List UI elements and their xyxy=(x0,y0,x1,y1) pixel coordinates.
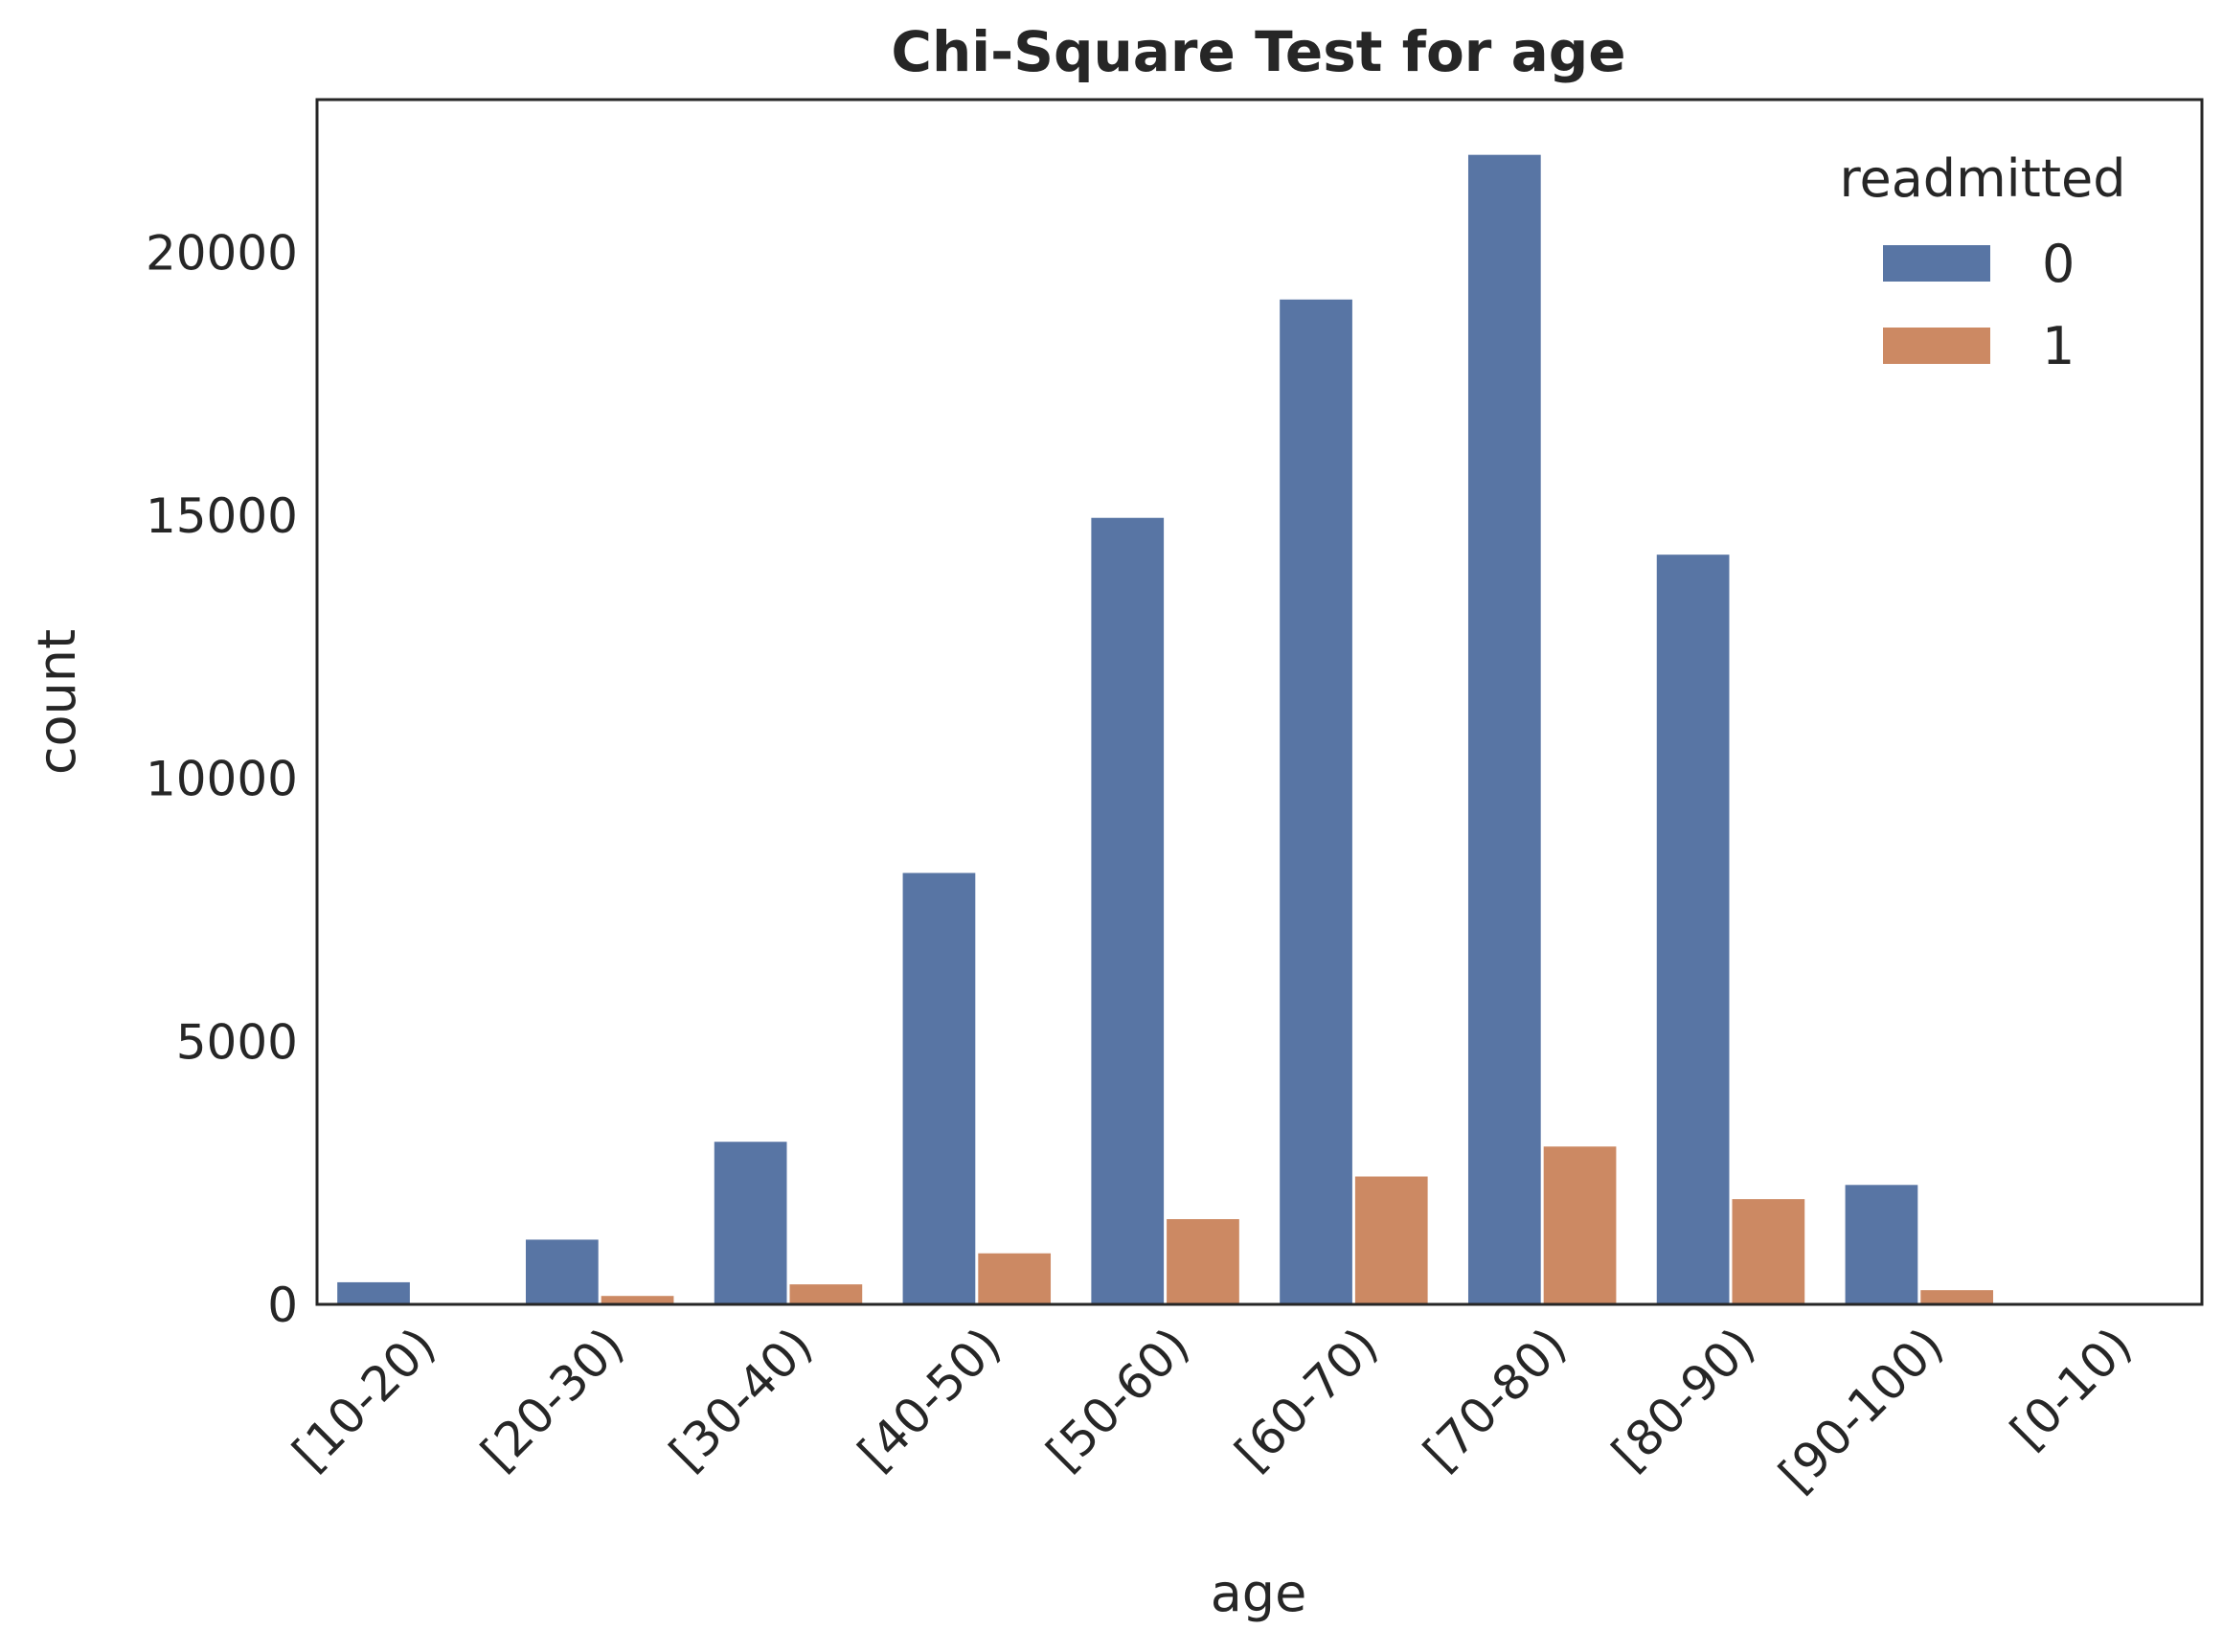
bar-series1-cat8 xyxy=(1920,1290,1994,1304)
legend-label-0: 0 xyxy=(2042,234,2075,294)
bar-series1-cat2 xyxy=(789,1284,863,1304)
legend-swatch-0 xyxy=(1883,245,1990,282)
plot-frame xyxy=(315,98,2204,1306)
y-ticks: 0 5000 10000 15000 20000 xyxy=(146,225,298,1333)
y-axis-label: count xyxy=(27,629,87,775)
legend-label-1: 1 xyxy=(2042,316,2075,376)
y-tick-label: 0 xyxy=(267,1278,298,1333)
bar-series1-cat1 xyxy=(601,1296,674,1304)
legend-title: readmitted xyxy=(1839,148,2125,209)
bars-layer xyxy=(337,154,1994,1305)
bar-series0-cat5 xyxy=(1280,299,1352,1304)
bar-series1-cat4 xyxy=(1167,1219,1239,1304)
x-axis-label: age xyxy=(1211,1563,1307,1623)
y-tick-label: 15000 xyxy=(146,488,298,544)
bar-series0-cat3 xyxy=(902,872,976,1304)
bar-series0-cat6 xyxy=(1467,154,1541,1305)
y-tick-label: 5000 xyxy=(176,1014,298,1070)
bar-series1-cat3 xyxy=(978,1253,1052,1304)
bar-series0-cat8 xyxy=(1845,1185,1918,1304)
bar-series1-cat7 xyxy=(1732,1199,1805,1304)
bar-series0-cat0 xyxy=(337,1281,410,1304)
legend: readmitted 0 1 xyxy=(1839,148,2125,376)
y-tick-label: 20000 xyxy=(146,225,298,281)
bar-series0-cat7 xyxy=(1656,554,1730,1304)
bar-series1-cat5 xyxy=(1354,1176,1428,1304)
bar-series0-cat1 xyxy=(525,1239,599,1304)
y-tick-label: 10000 xyxy=(146,752,298,807)
bar-series1-cat6 xyxy=(1543,1146,1617,1304)
legend-swatch-1 xyxy=(1883,328,1990,364)
bar-series0-cat2 xyxy=(714,1142,787,1304)
chart-title: Chi-Square Test for age xyxy=(891,19,1625,84)
bar-series0-cat4 xyxy=(1091,517,1165,1304)
